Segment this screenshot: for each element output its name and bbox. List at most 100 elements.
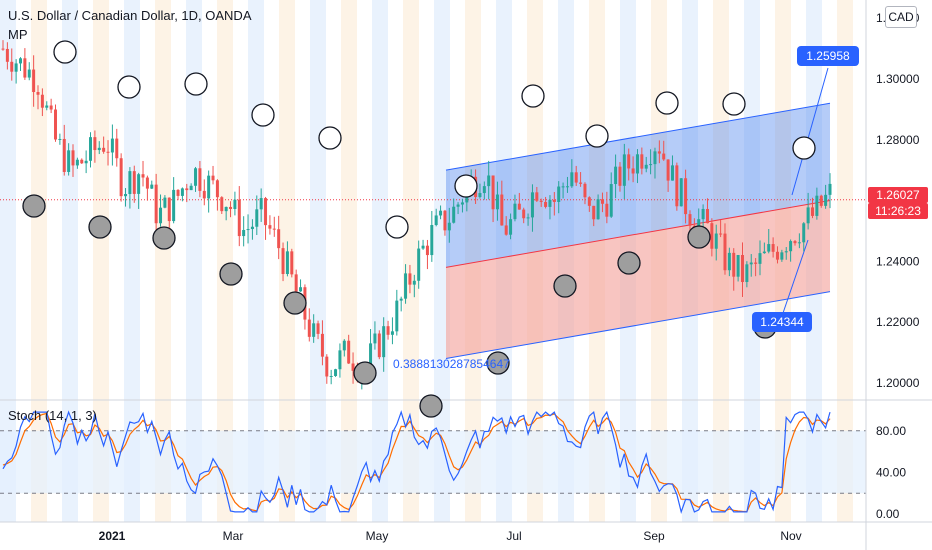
candle-body	[215, 180, 219, 198]
candle-body	[719, 233, 723, 235]
lower-price-label: 1.24344	[752, 312, 812, 332]
candle-body	[150, 184, 154, 189]
candle-body	[412, 280, 416, 285]
candle-body	[320, 333, 324, 357]
candle-body	[137, 174, 141, 194]
candle-body	[618, 166, 622, 186]
candle-body	[189, 185, 193, 191]
time-tick-label: Mar	[223, 529, 244, 543]
stripe-orange	[341, 0, 357, 522]
candle-body	[544, 201, 548, 207]
fib-label: 0.38881302878546​47	[393, 357, 510, 371]
stoch-tick-label: 40.00	[876, 465, 906, 479]
candle-body	[347, 340, 351, 364]
candle-body	[62, 138, 66, 172]
candle-body	[740, 255, 744, 283]
stripe-orange	[465, 0, 481, 522]
currency-badge[interactable]: CAD	[885, 6, 917, 28]
study-label: MP	[8, 27, 28, 42]
candle-body	[596, 199, 600, 220]
candle-body	[736, 255, 740, 277]
candle-body	[561, 186, 565, 188]
stripe-blue	[0, 0, 16, 522]
candle-body	[447, 222, 451, 231]
symbol-title: U.S. Dollar / Canadian Dollar, 1D, OANDA	[8, 8, 252, 23]
candle-body	[775, 251, 779, 260]
upper-price-label: 1.25958	[797, 46, 859, 66]
candle-body	[705, 208, 709, 224]
candle-body	[417, 248, 421, 281]
candle-body	[592, 205, 596, 220]
candle-body	[635, 154, 639, 174]
candle-body	[653, 151, 657, 165]
filled-circle-marker	[617, 251, 641, 275]
candle-body	[627, 154, 631, 169]
candle-body	[762, 251, 766, 254]
candle-body	[40, 94, 44, 108]
candle-body	[268, 225, 272, 229]
stripe-orange	[31, 0, 47, 522]
candle-body	[644, 164, 648, 169]
hollow-circle-marker	[585, 124, 609, 148]
candle-body	[207, 175, 211, 199]
candle-body	[334, 369, 338, 376]
candle-body	[710, 223, 714, 249]
candle-body	[557, 186, 561, 202]
candle-body	[180, 188, 184, 196]
candle-body	[622, 154, 626, 186]
stripe-orange	[403, 0, 419, 522]
candle-body	[771, 244, 775, 252]
filled-circle-marker	[22, 194, 46, 218]
candle-body	[478, 193, 482, 198]
candle-body	[290, 251, 294, 275]
stripe-blue	[434, 0, 450, 522]
hollow-circle-marker	[117, 75, 141, 99]
candle-body	[27, 69, 31, 78]
candle-body	[517, 203, 521, 210]
candle-body	[198, 168, 202, 191]
candle-body	[224, 206, 228, 212]
candle-body	[23, 58, 27, 78]
channel-upper-fill	[446, 103, 830, 268]
candle-body	[767, 244, 771, 252]
candle-body	[84, 160, 88, 164]
candle-body	[570, 172, 574, 187]
candle-body	[439, 210, 443, 216]
candle-body	[281, 248, 285, 275]
candle-body	[246, 229, 250, 231]
candle-body	[93, 137, 97, 151]
candle-body	[124, 194, 128, 197]
candle-body	[780, 252, 784, 260]
candle-body	[815, 195, 819, 216]
candle-body	[202, 190, 206, 199]
candle-body	[732, 252, 736, 277]
candle-body	[430, 225, 434, 256]
stoch-title: Stoch (14, 1, 3)	[8, 408, 97, 423]
candle-body	[154, 184, 158, 224]
current-price-tag: 1.26027	[868, 187, 928, 203]
candle-body	[583, 183, 587, 198]
candle-body	[115, 138, 119, 159]
candle-body	[745, 264, 749, 283]
filled-circle-marker	[687, 225, 711, 249]
lower-label-leader	[781, 239, 809, 317]
candle-body	[132, 171, 136, 194]
candle-body	[522, 209, 526, 219]
candle-body	[325, 356, 329, 377]
candle-body	[176, 189, 180, 196]
price-tick-label: 1.24000	[876, 254, 920, 268]
candle-body	[220, 197, 224, 212]
candle-body	[491, 175, 495, 210]
candle-body	[404, 273, 408, 299]
filled-circle-marker	[353, 361, 377, 385]
candle-body	[460, 202, 464, 205]
candle-body	[351, 363, 355, 371]
candle-body	[259, 198, 263, 210]
candle-body	[382, 326, 386, 358]
candle-body	[250, 226, 254, 230]
candle-body	[369, 343, 373, 366]
candle-body	[509, 219, 513, 235]
